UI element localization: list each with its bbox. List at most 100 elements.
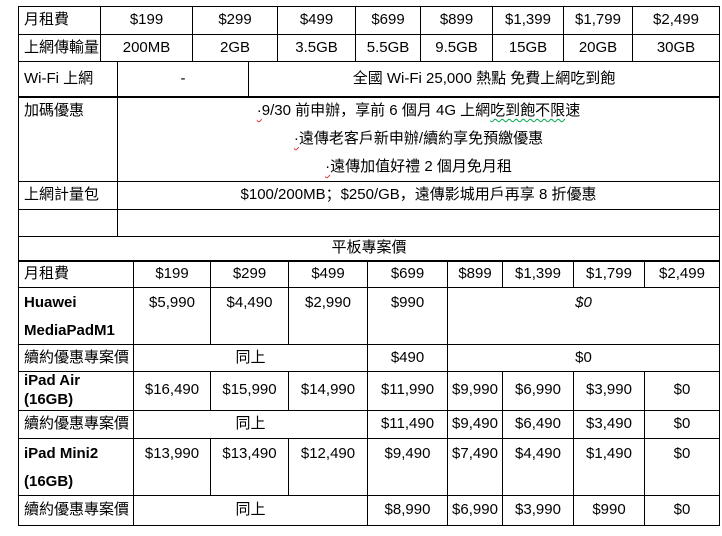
tablet-monthly-fee-value: $299 — [210, 260, 289, 288]
wifi-description: 全國 Wi-Fi 25,000 熱點 免費上網吃到飽 — [248, 60, 720, 98]
ipad-mini-price: $12,490 — [288, 437, 368, 496]
wifi-empty-value: - — [117, 60, 249, 98]
bonus-details: ·9/30 前申辦，享前 6 個月 4G 上網吃到飽不限速 ·遠傳老客戶新申辦/… — [117, 96, 720, 182]
bonus-row: 加碼優惠 ·9/30 前申辦，享前 6 個月 4G 上網吃到飽不限速 ·遠傳老客… — [18, 96, 720, 182]
ipad-mini-price: $13,490 — [210, 437, 289, 496]
huawei-renewal-merged-zero-price: $0 — [447, 344, 720, 372]
tablet-monthly-fee-value: $899 — [447, 260, 503, 288]
data-volume-value: 200MB — [100, 34, 193, 62]
same-as-above-cell: 同上 — [133, 494, 368, 526]
data-volume-value: 5.5GB — [355, 34, 421, 62]
tablet-monthly-fee-value: $2,499 — [644, 260, 720, 288]
ipad-mini-renewal-price: $8,990 — [367, 494, 448, 526]
tablet-monthly-fee-row: 月租費 $199 $299 $499 $699 $899 $1,399 $1,7… — [18, 260, 720, 288]
ipad-air-price: $15,990 — [210, 371, 289, 411]
ipad-air-price: $14,990 — [288, 371, 368, 411]
huawei-price: $2,990 — [288, 287, 368, 345]
tablet-monthly-fee-value: $1,799 — [573, 260, 645, 288]
tablet-section-title-table: 平板專案價 — [18, 235, 720, 262]
wifi-row: Wi-Fi 上網 - 全國 Wi-Fi 25,000 熱點 免費上網吃到飽 — [18, 60, 720, 98]
monthly-fee-value: $199 — [100, 6, 193, 35]
bonus-label: 加碼優惠 — [18, 96, 118, 182]
ipad-mini-renewal-price: $990 — [573, 494, 645, 526]
monthly-fee-value: $499 — [277, 6, 356, 35]
tablet-section-title-row: 平板專案價 — [18, 235, 720, 262]
ipad-mini-price: $9,490 — [367, 437, 448, 496]
huawei-row: Huawei MediaPadM1 $5,990 $4,490 $2,990 $… — [18, 287, 720, 345]
monthly-fee-row: 月租費 $199 $299 $499 $699 $899 $1,399 $1,7… — [18, 6, 720, 35]
monthly-fee-value: $299 — [192, 6, 278, 35]
ipad-air-renewal-price: $11,490 — [367, 409, 448, 439]
renewal-label: 續約優惠專案價 — [18, 344, 134, 372]
ipad-mini-label-line1: iPad Mini2 — [24, 444, 99, 462]
bullet-mark: · — [293, 130, 299, 147]
tablet-price-table: 月租費 $199 $299 $499 $699 $899 $1,399 $1,7… — [18, 260, 720, 526]
ipad-mini-renewal-price: $0 — [644, 494, 720, 526]
monthly-fee-value: $699 — [355, 6, 421, 35]
huawei-device-label: Huawei MediaPadM1 — [18, 287, 134, 345]
monthly-fee-value: $2,499 — [632, 6, 720, 35]
huawei-price: $4,490 — [210, 287, 289, 345]
plan-rate-table: 月租費 $199 $299 $499 $699 $899 $1,399 $1,7… — [18, 6, 720, 62]
monthly-fee-value: $1,399 — [492, 6, 564, 35]
data-volume-row: 上網傳輸量 200MB 2GB 3.5GB 5.5GB 9.5GB 15GB 2… — [18, 34, 720, 62]
ipad-mini-row: iPad Mini2 (16GB) $13,990 $13,490 $12,49… — [18, 437, 720, 496]
huawei-merged-zero-price: $0 — [447, 287, 720, 345]
ipad-air-row: iPad Air (16GB) $16,490 $15,990 $14,990 … — [18, 371, 720, 411]
data-volume-value: 9.5GB — [420, 34, 493, 62]
ipad-mini-label-line2: (16GB) — [24, 472, 74, 490]
tablet-monthly-fee-value: $699 — [367, 260, 448, 288]
ipad-air-renewal-price: $6,490 — [502, 409, 574, 439]
bullet-mark: · — [325, 158, 331, 175]
data-volume-value: 20GB — [563, 34, 633, 62]
monthly-fee-value: $1,799 — [563, 6, 633, 35]
tablet-section-title: 平板專案價 — [18, 235, 720, 262]
ipad-mini-price: $1,490 — [573, 437, 645, 496]
metered-description: $100/200MB；$250/GB，遠傳影城用戶再享 8 折優惠 — [117, 181, 720, 210]
same-as-above-cell: 同上 — [133, 344, 368, 372]
bonus-line-1-squiggled-text: 吃到飽不限 — [490, 102, 566, 119]
bonus-line-3-text: 遠傳加值好禮 2 個月免月租 — [330, 158, 512, 175]
bonus-line-2: ·遠傳老客戶新申辦/續約享免預繳優惠 — [119, 125, 719, 153]
ipad-mini-price: $4,490 — [502, 437, 574, 496]
huawei-label-line1: Huawei — [24, 294, 77, 311]
metered-row: 上網計量包 $100/200MB；$250/GB，遠傳影城用戶再享 8 折優惠 — [18, 181, 720, 210]
ipad-mini-price: $7,490 — [447, 437, 503, 496]
ipad-mini-renewal-row: 續約優惠專案價 同上 $8,990 $6,990 $3,990 $990 $0 — [18, 494, 720, 526]
bonus-line-3: ·遠傳加值好禮 2 個月免月租 — [119, 153, 719, 181]
ipad-mini-renewal-price: $6,990 — [447, 494, 503, 526]
metered-label: 上網計量包 — [18, 181, 118, 210]
ipad-air-renewal-price: $0 — [644, 409, 720, 439]
huawei-renewal-row: 續約優惠專案價 同上 $490 $0 — [18, 344, 720, 372]
ipad-air-renewal-price: $3,490 — [573, 409, 645, 439]
ipad-mini-price: $0 — [644, 437, 720, 496]
empty-row — [18, 209, 720, 237]
empty-cell — [18, 209, 118, 237]
huawei-price: $990 — [367, 287, 448, 345]
monthly-fee-label: 月租費 — [18, 6, 101, 35]
tablet-monthly-fee-value: $1,399 — [502, 260, 574, 288]
ipad-air-price: $11,990 — [367, 371, 448, 411]
bonus-line-2-text: 遠傳老客戶新申辦/續約享免預繳優惠 — [298, 130, 544, 147]
ipad-air-renewal-row: 續約優惠專案價 同上 $11,490 $9,490 $6,490 $3,490 … — [18, 409, 720, 439]
huawei-renewal-price: $490 — [367, 344, 448, 372]
wifi-row-table: Wi-Fi 上網 - 全國 Wi-Fi 25,000 熱點 免費上網吃到飽 — [18, 60, 720, 98]
ipad-mini-renewal-price: $3,990 — [502, 494, 574, 526]
data-volume-value: 3.5GB — [277, 34, 356, 62]
data-volume-label: 上網傳輸量 — [18, 34, 101, 62]
huawei-price: $5,990 — [133, 287, 211, 345]
data-volume-value: 15GB — [492, 34, 564, 62]
ipad-air-price: $3,990 — [573, 371, 645, 411]
huawei-label-line2: MediaPadM1 — [24, 322, 115, 339]
bonus-line-1-text: 9/30 前申辦，享前 6 個月 4G 上網 — [261, 102, 491, 119]
data-volume-value: 30GB — [632, 34, 720, 62]
bonus-line-1-tail: 速 — [565, 102, 581, 119]
renewal-label: 續約優惠專案價 — [18, 494, 134, 526]
ipad-mini-device-label: iPad Mini2 (16GB) — [18, 437, 134, 496]
tablet-monthly-fee-label: 月租費 — [18, 260, 134, 288]
tablet-monthly-fee-value: $199 — [133, 260, 211, 288]
ipad-air-price: $9,990 — [447, 371, 503, 411]
ipad-air-price: $0 — [644, 371, 720, 411]
renewal-label: 續約優惠專案價 — [18, 409, 134, 439]
